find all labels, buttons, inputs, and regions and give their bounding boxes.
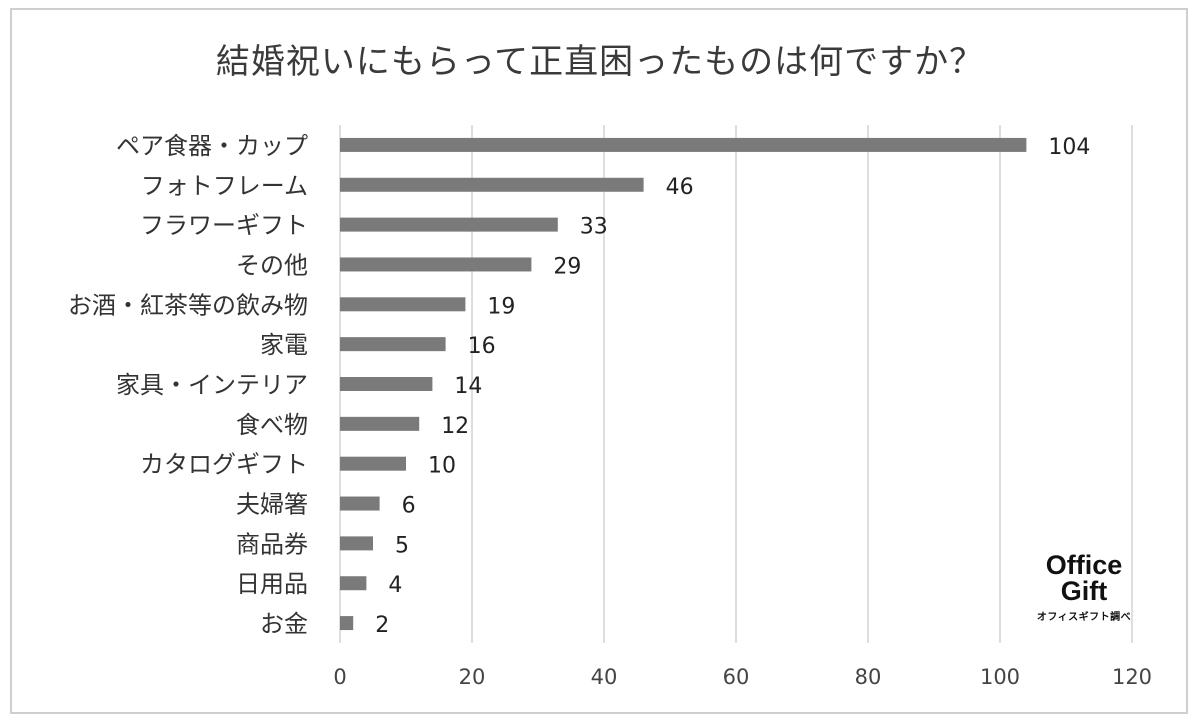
chart-title: 結婚祝いにもらって正直困ったものは何ですか？	[215, 42, 985, 82]
category-label: 家電	[260, 331, 308, 359]
bar	[340, 177, 644, 192]
category-label: 家具・インテリア	[116, 371, 308, 399]
data-label: 46	[666, 175, 694, 200]
bar	[340, 297, 466, 312]
category-label: 食べ物	[236, 411, 308, 439]
x-tick-label: 60	[723, 665, 750, 689]
bar	[340, 137, 1027, 152]
data-label: 4	[388, 573, 402, 598]
brand-line-gift: Gift	[1060, 576, 1108, 606]
data-label: 33	[580, 215, 608, 240]
x-tick-label: 20	[459, 665, 486, 689]
category-label: カタログギフト	[140, 451, 308, 479]
chart-frame	[10, 8, 1188, 714]
data-label: 19	[487, 294, 515, 319]
bar	[340, 616, 354, 631]
bar	[340, 576, 367, 591]
category-label: お金	[260, 610, 308, 638]
bar	[340, 337, 446, 352]
category-label: 日用品	[236, 570, 308, 598]
data-label: 12	[441, 414, 469, 439]
x-tick-label: 120	[1112, 665, 1152, 689]
data-label: 2	[375, 613, 389, 638]
bar	[340, 536, 373, 551]
category-label: 商品券	[236, 530, 308, 558]
category-label: その他	[236, 251, 308, 279]
x-tick-label: 100	[980, 665, 1020, 689]
office-gift-logo: Office Gift オフィスギフト調べ	[1022, 550, 1146, 624]
bar	[340, 217, 558, 232]
data-label: 16	[468, 334, 496, 359]
category-label: お酒・紅茶等の飲み物	[68, 291, 308, 319]
bar	[340, 257, 532, 272]
brand-source-note: オフィスギフト調べ	[1036, 612, 1132, 623]
category-label: 夫婦箸	[236, 491, 308, 519]
category-label: フォトフレーム	[141, 172, 308, 200]
data-label: 29	[553, 254, 581, 279]
bar	[340, 377, 433, 391]
category-label: ペア食器・カップ	[116, 132, 308, 160]
x-tick-label: 40	[591, 665, 618, 689]
data-label: 14	[454, 374, 482, 399]
bar	[340, 456, 406, 471]
category-label: フラワーギフト	[140, 212, 308, 240]
bar	[340, 416, 420, 431]
bar	[340, 496, 380, 511]
data-label: 10	[428, 454, 456, 479]
brand-line-office: Office	[1045, 550, 1123, 580]
x-tick-label: 0	[333, 665, 346, 689]
data-label: 5	[395, 533, 409, 558]
data-label: 104	[1048, 135, 1090, 160]
x-tick-label: 80	[855, 665, 882, 689]
data-label: 6	[402, 494, 416, 519]
